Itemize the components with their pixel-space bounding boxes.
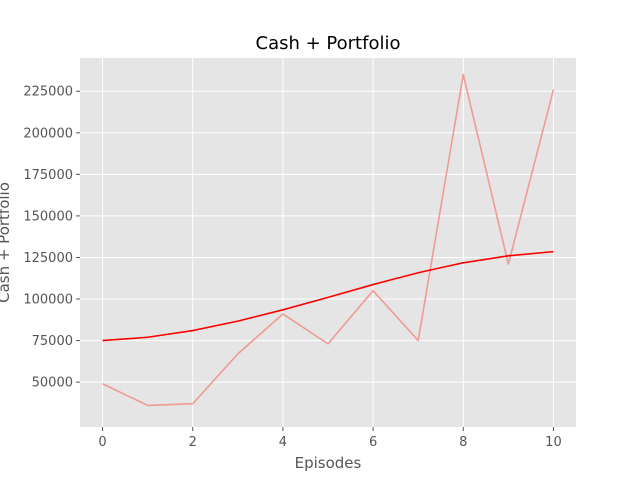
y-tick-label: 125000: [23, 251, 73, 266]
chart-title: Cash + Portfolio: [256, 33, 401, 54]
y-axis-label: Cash + Portfolio: [0, 182, 13, 303]
y-tick-label: 100000: [23, 293, 73, 308]
x-tick-label: 6: [369, 435, 377, 450]
data-series: [102, 73, 555, 407]
grid-lines: [80, 58, 576, 427]
x-tick-label: 4: [279, 435, 287, 450]
series-line-1: [102, 73, 555, 407]
x-tick-label: 0: [98, 435, 106, 450]
y-tick-label: 175000: [23, 168, 73, 183]
x-tick-label: 2: [189, 435, 197, 450]
series-line-2: [102, 250, 554, 342]
y-tick-label: 150000: [23, 209, 73, 224]
x-axis-label: Episodes: [295, 454, 362, 472]
x-tick-label: 8: [459, 435, 467, 450]
y-tick-label: 225000: [23, 85, 73, 100]
y-tick-label: 75000: [32, 334, 73, 349]
axis-ticks: 0 2 4 6 8 10 50000 75000 100000 125000 150000 17500…: [23, 85, 561, 450]
y-tick-label: 200000: [23, 126, 73, 141]
x-tick-label: 10: [545, 435, 562, 450]
y-tick-label: 50000: [32, 376, 73, 391]
plot-area: [80, 58, 576, 427]
